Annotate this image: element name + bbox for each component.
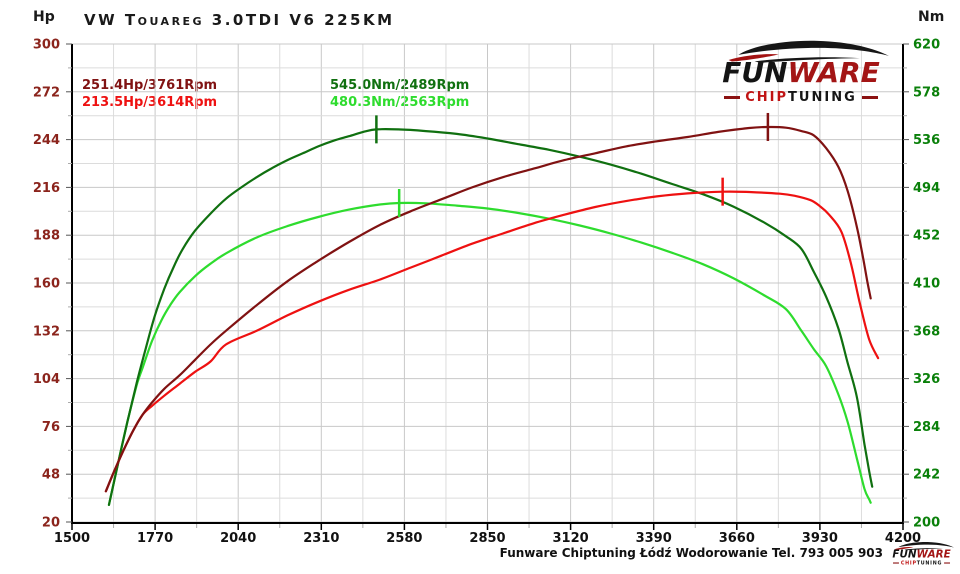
dash-right [943, 562, 950, 564]
legend-power-tuned: 251.4Hp/3761Rpm [82, 78, 218, 93]
dealer-caption: Funware Chiptuning Łódź Wodorowanie Tel.… [499, 546, 883, 560]
hp-tick-label: 188 [33, 229, 60, 244]
brand-fun: FUN [722, 56, 788, 89]
car-silhouette-icon [728, 40, 889, 63]
brand-chip: CHIP [900, 560, 917, 566]
nm-tick-label: 368 [913, 324, 940, 339]
nm-tick-label: 620 [913, 38, 940, 53]
nm-tick-label: 242 [913, 468, 940, 483]
legend-torque-stock: 480.3Nm/2563Rpm [330, 95, 470, 110]
brand-subline: CHIP TUNING [886, 560, 957, 566]
rpm-tick-label: 2310 [303, 531, 339, 546]
brand-wordmark: FUNWARE [705, 56, 897, 89]
dash-right [861, 96, 878, 99]
brand-ware: WARE [916, 547, 951, 560]
chart-title: VW Touareg 3.0TDI V6 225KM [84, 11, 395, 29]
brand-wordmark: FUNWARE [886, 548, 957, 559]
nm-tick-label: 578 [913, 85, 940, 100]
dash-left [893, 562, 900, 564]
rpm-tick-label: 2580 [386, 531, 422, 546]
rpm-tick-label: 1770 [137, 531, 173, 546]
rpm-tick-label: 3930 [802, 531, 838, 546]
rpm-tick-label: 3390 [636, 531, 672, 546]
legend-torque-tuned: 545.0Nm/2489Rpm [330, 78, 470, 93]
rpm-tick-label: 3120 [553, 531, 589, 546]
right-axis-unit-label: Nm [918, 9, 945, 25]
torque_stock-curve [107, 201, 872, 507]
brand-subline: CHIP TUNING [705, 90, 897, 105]
nm-tick-label: 536 [913, 133, 940, 148]
nm-tick-label: 410 [913, 277, 940, 292]
nm-tick-label: 452 [913, 229, 940, 244]
hp-tick-label: 104 [33, 372, 60, 387]
rpm-tick-label: 2040 [220, 531, 256, 546]
rpm-tick-label: 4200 [885, 531, 921, 546]
nm-tick-label: 200 [913, 516, 940, 531]
hp-tick-label: 216 [33, 181, 60, 196]
power_tuned-curve [104, 125, 872, 493]
rpm-tick-label: 1500 [54, 531, 90, 546]
brand-ware: WARE [787, 56, 880, 89]
rpm-tick-label: 2850 [469, 531, 505, 546]
dash-left [724, 96, 741, 99]
hp-tick-label: 76 [42, 420, 60, 435]
hp-tick-label: 160 [33, 277, 60, 292]
hp-tick-label: 132 [33, 324, 60, 339]
hp-tick-label: 20 [42, 516, 60, 531]
hp-tick-label: 300 [33, 38, 60, 53]
power_stock-curve [104, 190, 880, 493]
brand-chip: CHIP [745, 90, 789, 105]
funware-logo: FUNWARE CHIP TUNING [705, 38, 897, 105]
brand-fun: FUN [892, 547, 917, 560]
nm-tick-label: 326 [913, 372, 940, 387]
left-axis-unit-label: Hp [33, 9, 55, 25]
hp-tick-label: 272 [33, 85, 60, 100]
brand-tuning: TUNING [788, 90, 857, 105]
funware-logo-small: FUNWARE CHIP TUNING [886, 541, 957, 566]
torque_tuned-curve [107, 128, 874, 507]
car-silhouette-icon [894, 542, 955, 551]
hp-tick-label: 244 [33, 133, 60, 148]
nm-tick-label: 284 [913, 420, 940, 435]
legend-power-stock: 213.5Hp/3614Rpm [82, 95, 218, 110]
brand-tuning: TUNING [916, 560, 943, 566]
rpm-tick-label: 3660 [719, 531, 755, 546]
hp-tick-label: 48 [42, 468, 60, 483]
nm-tick-label: 494 [913, 181, 940, 196]
